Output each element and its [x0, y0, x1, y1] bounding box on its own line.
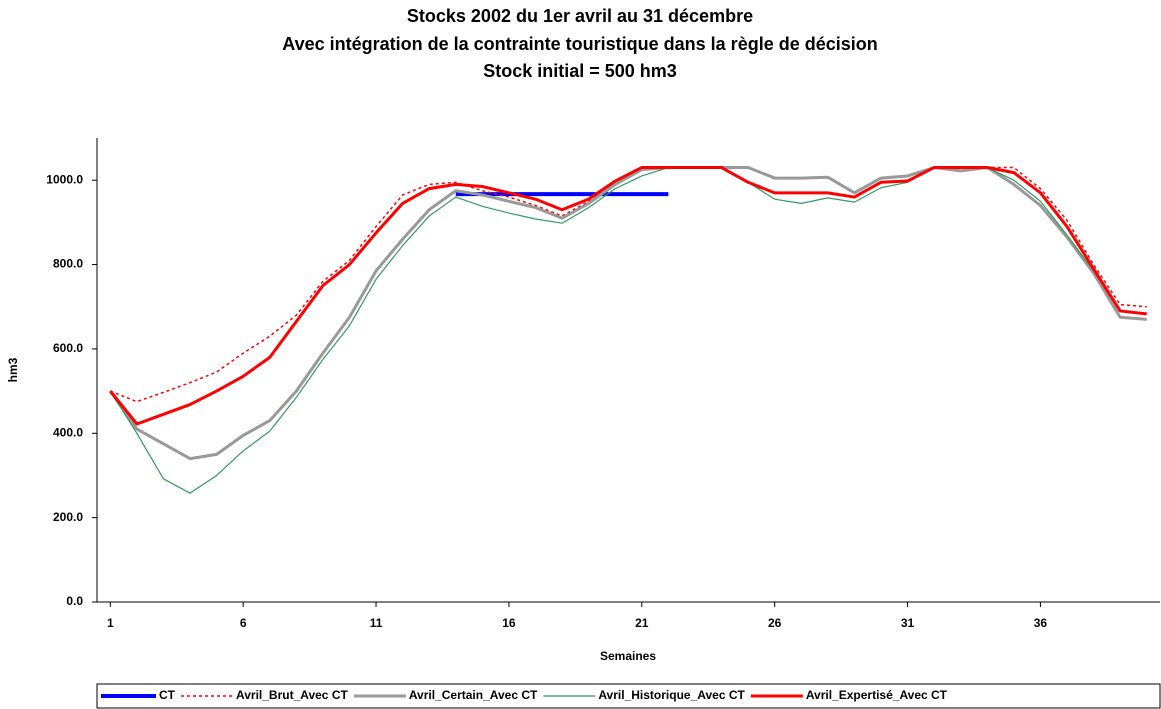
chart-title: Stock initial = 500 hm3	[483, 61, 677, 81]
x-tick-label: 36	[1034, 616, 1048, 630]
chart-title: Avec intégration de la contrainte touris…	[282, 34, 877, 54]
y-tick-label: 800.0	[53, 257, 83, 271]
y-tick-label: 1000.0	[46, 172, 83, 186]
x-tick-label: 6	[240, 616, 247, 630]
y-axis-label: hm3	[6, 357, 20, 382]
y-tick-label: 200.0	[53, 510, 83, 524]
legend-label: CT	[159, 688, 176, 702]
series-line	[110, 166, 1147, 403]
legend-label: Avril_Brut_Avec CT	[236, 688, 348, 702]
series-line	[109, 166, 1147, 494]
chart-title: Stocks 2002 du 1er avril au 31 décembre	[407, 6, 753, 26]
y-tick-label: 400.0	[53, 425, 83, 439]
y-tick-label: 600.0	[53, 341, 83, 355]
x-tick-label: 1	[107, 616, 114, 630]
legend-label: Avril_Expertisé_Avec CT	[806, 688, 948, 702]
y-tick-label: 0.0	[66, 594, 83, 608]
legend-label: Avril_Certain_Avec CT	[409, 688, 538, 702]
series-line	[109, 166, 1147, 426]
legend-box	[96, 683, 1161, 709]
x-tick-label: 11	[370, 616, 383, 630]
x-tick-label: 16	[502, 616, 516, 630]
x-tick-label: 26	[768, 616, 782, 630]
x-tick-label: 21	[635, 616, 649, 630]
x-axis-label: Semaines	[600, 649, 656, 663]
x-tick-label: 31	[901, 616, 915, 630]
legend-label: Avril_Historique_Avec CT	[598, 688, 745, 702]
series-line	[109, 166, 1147, 461]
